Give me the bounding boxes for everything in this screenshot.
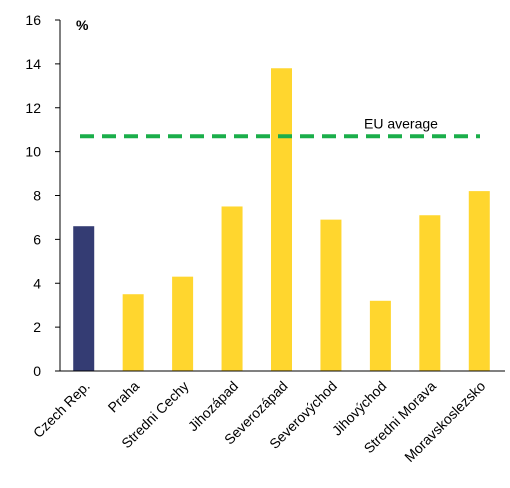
y-unit-label: % xyxy=(76,17,89,33)
bar-5 xyxy=(320,219,342,371)
y-tick-label: 12 xyxy=(25,100,41,116)
bar-2 xyxy=(172,276,194,371)
bar-7 xyxy=(419,215,441,371)
bar-6 xyxy=(369,300,391,371)
bar-3 xyxy=(221,206,243,371)
bar-0 xyxy=(73,226,95,371)
y-tick-label: 2 xyxy=(33,319,41,335)
y-tick-label: 0 xyxy=(33,363,41,379)
bar-1 xyxy=(122,294,144,371)
bar-8 xyxy=(468,191,490,371)
y-axis: 0 2 4 6 8 10 12 14 16 xyxy=(25,12,61,379)
y-tick-label: 16 xyxy=(25,12,41,28)
bars xyxy=(73,68,490,371)
y-tick-label: 6 xyxy=(33,231,41,247)
y-tick-label: 14 xyxy=(25,56,41,72)
y-tick-label: 8 xyxy=(33,188,41,204)
y-tick-label: 4 xyxy=(33,275,41,291)
y-tick-label: 10 xyxy=(25,144,41,160)
x-category-label: Czech Rep. xyxy=(30,378,93,441)
bar-4 xyxy=(271,68,292,371)
reference-line-group: EU average xyxy=(80,115,480,139)
x-category-label: Praha xyxy=(105,378,143,416)
eu-average-label: EU average xyxy=(364,115,438,131)
